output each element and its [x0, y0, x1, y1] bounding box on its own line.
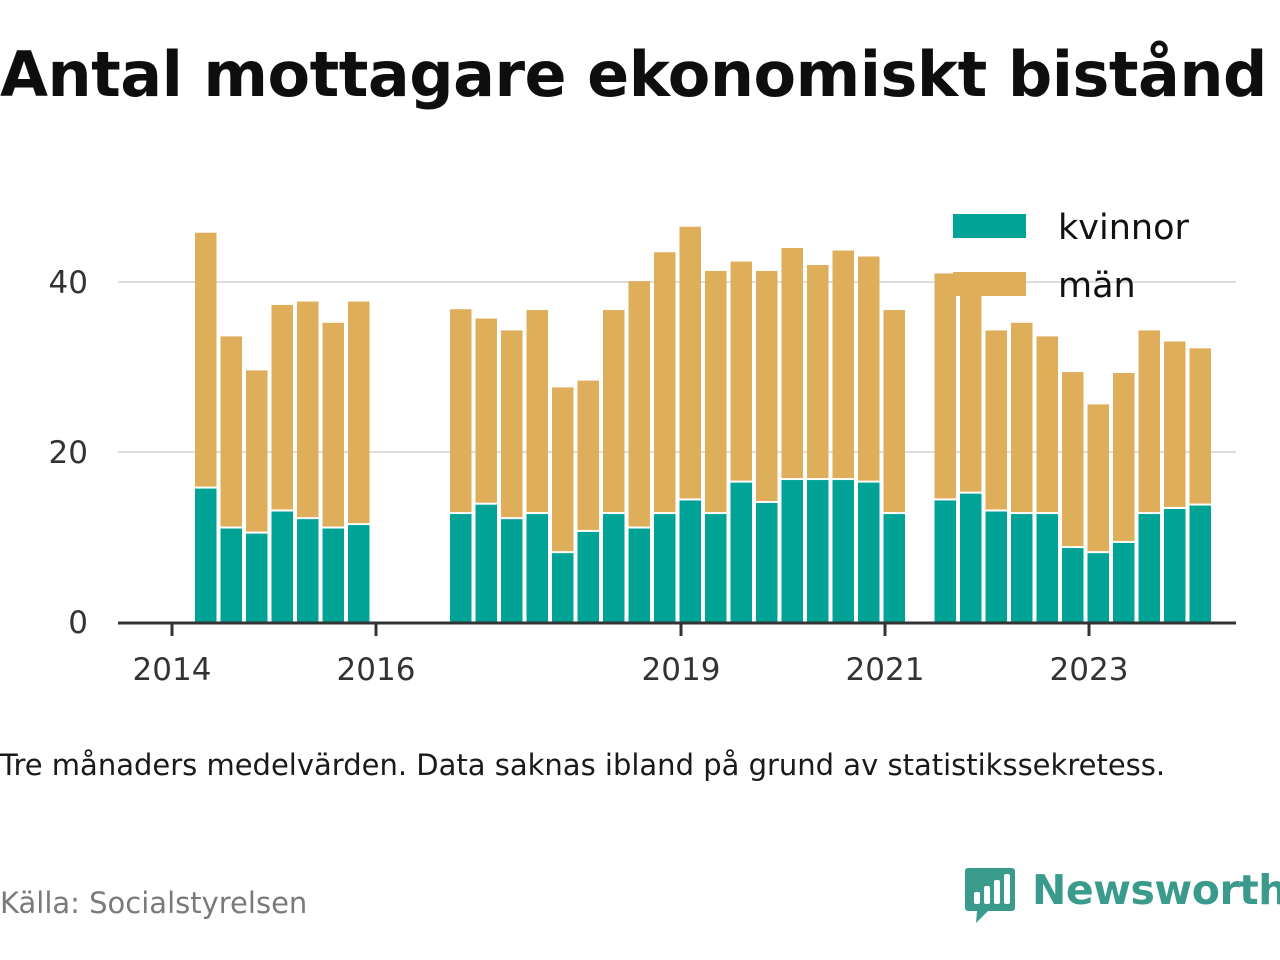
bar-kvinnor — [960, 493, 982, 622]
bar-kvinnor — [628, 528, 650, 622]
bar-man — [1164, 341, 1186, 507]
bar-man — [1036, 336, 1058, 513]
bar-kvinnor — [1062, 548, 1084, 622]
bar-kvinnor — [1036, 514, 1058, 622]
source-note: Källa: Socialstyrelsen — [0, 886, 308, 920]
x-tick-label: 2023 — [1050, 652, 1129, 688]
bar-kvinnor — [603, 514, 625, 622]
bar-kvinnor — [807, 480, 829, 622]
bar-kvinnor — [679, 500, 701, 622]
bar-man — [679, 226, 701, 499]
bar-man — [1087, 404, 1109, 552]
bar-kvinnor — [1164, 508, 1186, 622]
bar-man — [705, 270, 727, 513]
bar-man — [526, 310, 548, 513]
bar-man — [450, 309, 472, 513]
bar-man — [1062, 372, 1084, 547]
x-tick-label: 2016 — [337, 652, 416, 688]
bar-kvinnor — [322, 528, 344, 622]
axes: 0 20 40 2014 2016 2019 2021 2023 — [49, 265, 1236, 688]
bar-man — [960, 283, 982, 492]
bar-man — [322, 322, 344, 527]
bar-man — [883, 310, 905, 513]
bar-kvinnor — [1011, 514, 1033, 622]
chart-title: Antal mottagare ekonomiskt bistånd — [0, 38, 1267, 111]
bar-man — [730, 261, 752, 481]
legend-swatch — [953, 272, 1026, 296]
bar-kvinnor — [271, 511, 293, 622]
bar-man — [1189, 348, 1211, 504]
bar-kvinnor — [552, 553, 574, 622]
x-tick-label: 2014 — [133, 652, 212, 688]
bar-man — [628, 281, 650, 527]
stacked-bar-chart: 0 20 40 2014 2016 2019 2021 2023 kvinnor män — [49, 208, 1236, 688]
bar-kvinnor — [1189, 505, 1211, 622]
bar-man — [195, 232, 217, 487]
bar-kvinnor — [195, 488, 217, 622]
bar-kvinnor — [475, 504, 497, 622]
bar-kvinnor — [526, 514, 548, 622]
bar-kvinnor — [985, 511, 1007, 622]
bar-man — [271, 304, 293, 510]
chart-caption: Tre månaders medelvärden. Data saknas ib… — [0, 748, 1166, 782]
bar-man — [220, 336, 242, 527]
y-tick-label: 0 — [68, 605, 88, 641]
legend: kvinnor män — [953, 208, 1189, 306]
x-tick-label: 2019 — [642, 652, 721, 688]
bar-man — [603, 310, 625, 513]
bar-man — [348, 301, 370, 524]
bar-man — [934, 273, 956, 499]
bar-man — [858, 256, 880, 481]
newsworthy-logo: Newsworthy — [964, 864, 1280, 926]
bars — [195, 226, 1211, 622]
bar-kvinnor — [832, 480, 854, 622]
bar-kvinnor — [1087, 553, 1109, 622]
newsworthy-logo-icon — [965, 868, 1015, 923]
bar-kvinnor — [934, 500, 956, 622]
bar-man — [1011, 322, 1033, 513]
bar-kvinnor — [1138, 514, 1160, 622]
x-tick-label: 2021 — [846, 652, 925, 688]
bar-kvinnor — [705, 514, 727, 622]
bar-kvinnor — [501, 519, 523, 622]
bar-man — [475, 318, 497, 503]
bar-man — [1138, 330, 1160, 513]
bar-man — [654, 252, 676, 513]
bar-man — [501, 330, 523, 518]
bar-kvinnor — [577, 531, 599, 622]
bar-man — [1113, 372, 1135, 541]
legend-label: kvinnor — [1058, 208, 1189, 248]
bar-man — [832, 250, 854, 479]
bar-kvinnor — [654, 514, 676, 622]
bar-man — [297, 301, 319, 518]
bar-man — [577, 380, 599, 530]
bar-kvinnor — [220, 528, 242, 622]
bar-kvinnor — [858, 482, 880, 622]
bar-man — [756, 270, 778, 501]
bar-man — [985, 330, 1007, 510]
legend-label: män — [1058, 266, 1136, 306]
bar-kvinnor — [883, 514, 905, 622]
bar-man — [246, 370, 268, 532]
bar-kvinnor — [1113, 542, 1135, 622]
y-tick-label: 20 — [49, 435, 88, 471]
bar-kvinnor — [348, 525, 370, 622]
bar-man — [781, 248, 803, 479]
bar-man — [552, 387, 574, 552]
bar-kvinnor — [246, 533, 268, 622]
newsworthy-logo-text: Newsworthy — [1032, 866, 1280, 914]
bar-kvinnor — [730, 482, 752, 622]
bar-man — [807, 265, 829, 479]
bar-kvinnor — [756, 503, 778, 622]
legend-swatch — [953, 214, 1026, 238]
bar-kvinnor — [450, 514, 472, 622]
bar-kvinnor — [297, 519, 319, 622]
y-tick-label: 40 — [49, 265, 88, 301]
bar-kvinnor — [781, 480, 803, 622]
